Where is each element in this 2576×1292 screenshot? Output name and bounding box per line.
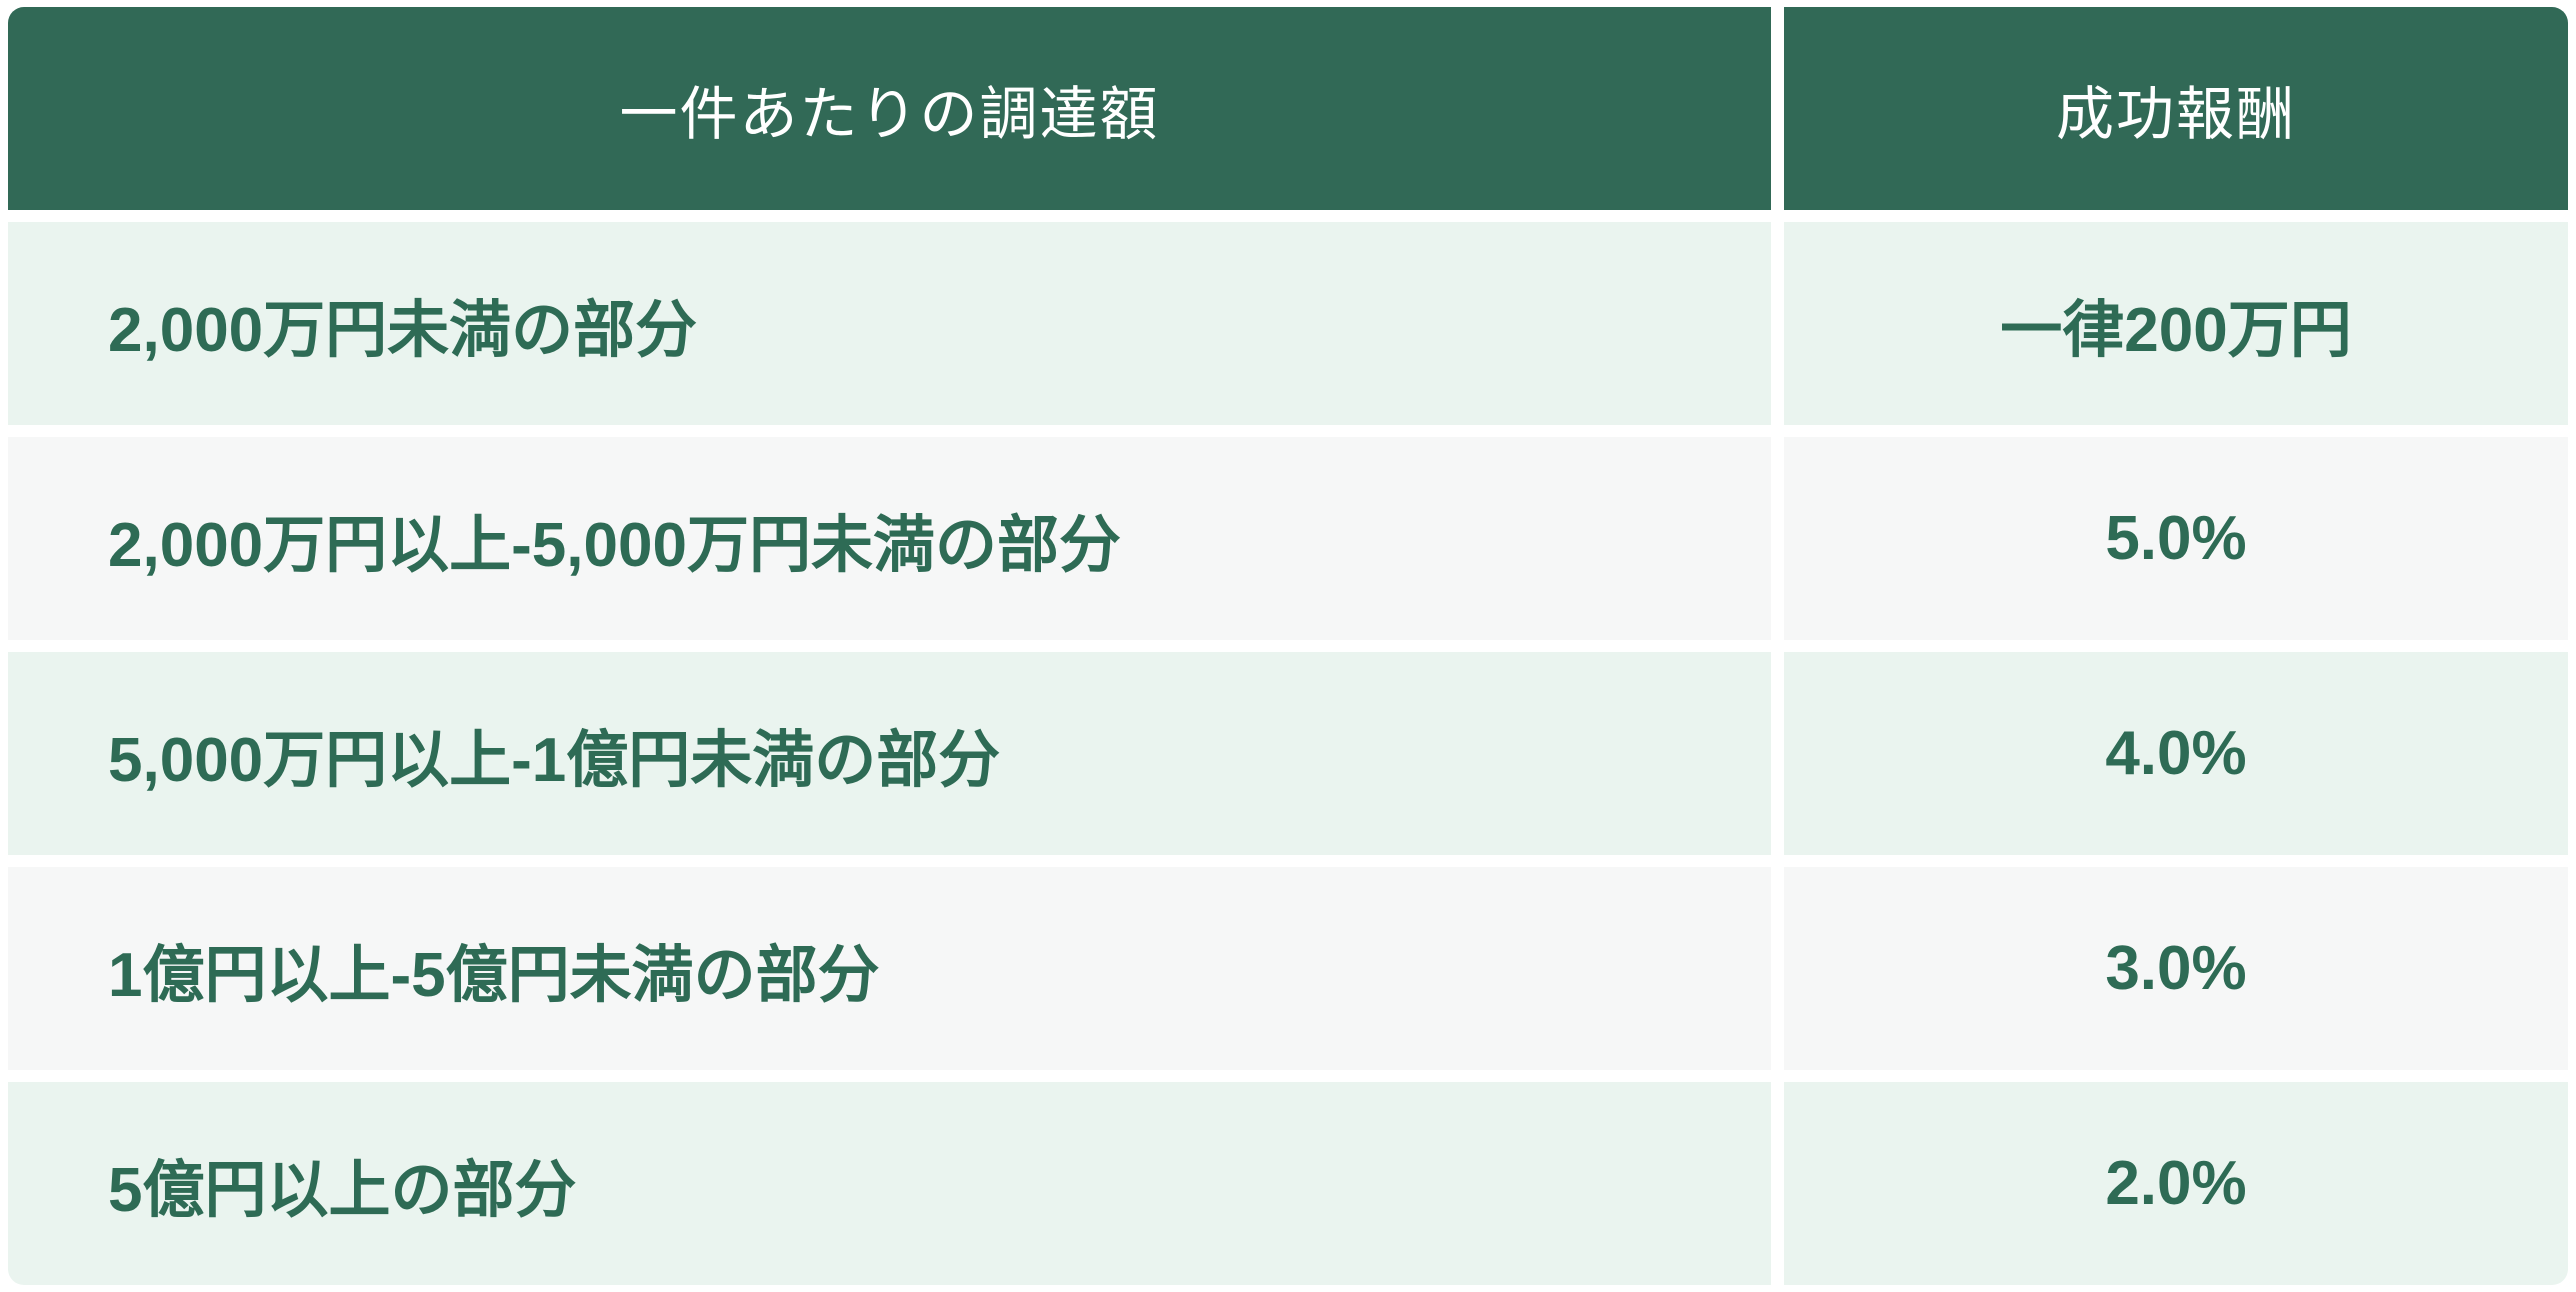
range-label: 1億円以上-5億円未満の部分: [108, 940, 880, 1010]
table-row-5-fee: 2.0%: [1784, 1082, 2568, 1285]
range-label: 5,000万円以上-1億円未満の部分: [108, 725, 1001, 795]
header-cell-fee: 成功報酬: [1784, 7, 2568, 210]
table-row-1-fee: 一律200万円: [1784, 222, 2568, 425]
range-label: 2,000万円未満の部分: [108, 295, 698, 365]
table-row-3-range: 5,000万円以上-1億円未満の部分: [8, 652, 1771, 855]
table-row-4-range: 1億円以上-5億円未満の部分: [8, 867, 1771, 1070]
header-label-fee: 成功報酬: [2055, 81, 2296, 147]
table-row-1-range: 2,000万円未満の部分: [8, 222, 1771, 425]
fee-value: 5.0%: [2105, 504, 2247, 573]
table-row-4-fee: 3.0%: [1784, 867, 2568, 1070]
table-row-2-fee: 5.0%: [1784, 437, 2568, 640]
range-label: 5億円以上の部分: [108, 1155, 577, 1225]
table-row-5-range: 5億円以上の部分: [8, 1082, 1771, 1285]
fee-table: 一件あたりの調達額 成功報酬 2,000万円未満の部分 一律200万円 2,00…: [8, 7, 2568, 1285]
table-row-3-fee: 4.0%: [1784, 652, 2568, 855]
range-label: 2,000万円以上-5,000万円未満の部分: [108, 510, 1121, 580]
table-row-2-range: 2,000万円以上-5,000万円未満の部分: [8, 437, 1771, 640]
fee-value: 4.0%: [2105, 719, 2247, 788]
fee-value: 一律200万円: [2000, 295, 2352, 365]
fee-value: 3.0%: [2105, 934, 2247, 1003]
fee-value: 2.0%: [2105, 1149, 2247, 1218]
header-cell-amount: 一件あたりの調達額: [8, 7, 1771, 210]
header-label-amount: 一件あたりの調達額: [619, 81, 1160, 147]
